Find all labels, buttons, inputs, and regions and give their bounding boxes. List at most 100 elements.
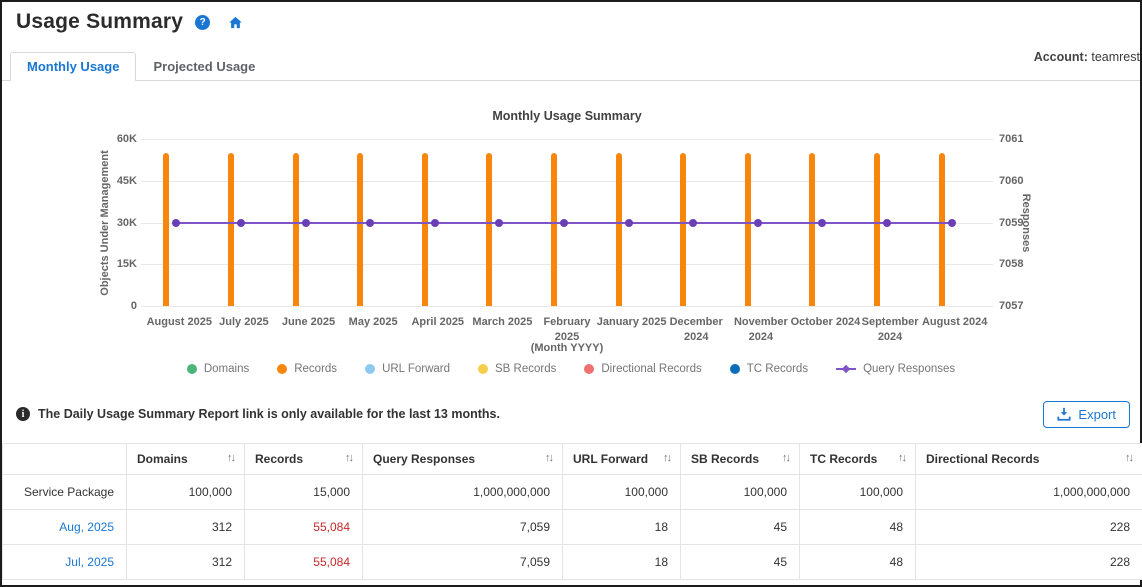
table-cell: 55,084: [244, 544, 363, 580]
bar-records[interactable]: [874, 152, 881, 306]
table-cell: 312: [126, 509, 245, 545]
query-responses-dot[interactable]: [883, 218, 892, 227]
note-row: i The Daily Usage Summary Report link is…: [2, 399, 1140, 429]
legend-item[interactable]: Records: [277, 363, 337, 375]
sort-icon[interactable]: ↑↓: [898, 452, 907, 464]
column-header-label: Query Responses: [373, 452, 476, 466]
bar-records[interactable]: [809, 152, 816, 306]
month-link[interactable]: Aug, 2025: [59, 520, 114, 534]
table-row: Service Package 100,000 15,000 1,000,000,00…: [2, 474, 1142, 510]
export-button[interactable]: Export: [1043, 400, 1130, 428]
bar-records[interactable]: [744, 152, 751, 306]
column-header[interactable]: TC Records ↑↓: [799, 443, 916, 475]
legend-label: URL Forward: [382, 363, 451, 375]
left-axis-title: Objects Under Management: [99, 149, 111, 296]
table-cell: 48: [799, 509, 916, 545]
query-responses-dot[interactable]: [947, 218, 956, 227]
query-responses-dot[interactable]: [236, 218, 245, 227]
usage-table: Domains ↑↓ Records ↑↓ Query Responses ↑↓ URL F…: [2, 443, 1142, 580]
query-responses-dot[interactable]: [301, 218, 310, 227]
table-cell: 15,000: [244, 474, 363, 510]
table-cell: 100,000: [562, 474, 681, 510]
left-axis-tick-label: 0: [130, 300, 137, 312]
x-tick-label: November 2024: [733, 316, 788, 343]
table-cell: 45: [680, 509, 800, 545]
sort-icon[interactable]: ↑↓: [663, 452, 672, 464]
legend-item[interactable]: Directional Records: [584, 363, 702, 375]
query-responses-dot[interactable]: [689, 218, 698, 227]
column-header[interactable]: Domains ↑↓: [126, 443, 245, 475]
grid-line: [141, 264, 993, 266]
sort-icon[interactable]: ↑↓: [782, 452, 791, 464]
table-cell: 55,084: [244, 509, 363, 545]
account-value: teamrest: [1091, 50, 1140, 64]
bar-records[interactable]: [227, 152, 234, 306]
legend-label: SB Records: [495, 363, 557, 375]
row-label: Jul, 2025: [2, 544, 127, 580]
sort-icon[interactable]: ↑↓: [345, 452, 354, 464]
bar-records[interactable]: [421, 152, 428, 306]
month-link[interactable]: Jul, 2025: [65, 555, 114, 569]
query-responses-dot[interactable]: [818, 218, 827, 227]
column-header[interactable]: SB Records ↑↓: [680, 443, 800, 475]
sort-icon[interactable]: ↑↓: [545, 452, 554, 464]
query-responses-dot[interactable]: [495, 218, 504, 227]
tab-projected-usage[interactable]: Projected Usage: [153, 59, 256, 74]
table-cell: 48: [799, 544, 916, 580]
bar-records[interactable]: [486, 152, 493, 306]
bar-records[interactable]: [680, 152, 687, 306]
legend-item[interactable]: SB Records: [478, 363, 556, 375]
sort-icon[interactable]: ↑↓: [1125, 452, 1134, 464]
legend-label: TC Records: [746, 363, 809, 375]
query-responses-dot[interactable]: [753, 218, 762, 227]
x-tick-label: June 2025: [281, 316, 336, 328]
column-header[interactable]: URL Forward ↑↓: [562, 443, 681, 475]
table-cell: 312: [126, 544, 245, 580]
legend-label: Directional Records: [601, 363, 702, 375]
right-axis-title: Responses: [1020, 193, 1032, 252]
bar-records[interactable]: [357, 152, 364, 306]
column-header[interactable]: Directional Records ↑↓: [915, 443, 1142, 475]
table-cell: 228: [915, 544, 1142, 580]
x-tick-label: February 2025: [543, 316, 591, 343]
home-icon[interactable]: [228, 15, 243, 30]
page-header: Usage Summary ?: [2, 2, 1140, 34]
legend-item[interactable]: URL Forward: [365, 363, 450, 375]
table-row: Aug, 2025 312 55,084 7,059 18 45 48 228: [2, 509, 1142, 545]
table-cell: 100,000: [680, 474, 800, 510]
query-responses-dot[interactable]: [172, 218, 181, 227]
legend-item[interactable]: Query Responses: [836, 363, 955, 375]
bar-records[interactable]: [292, 152, 299, 306]
query-responses-dot[interactable]: [624, 218, 633, 227]
column-header[interactable]: Records ↑↓: [244, 443, 363, 475]
column-header-label: SB Records: [691, 452, 760, 466]
x-tick-label: May 2025: [348, 316, 398, 328]
column-header[interactable]: Query Responses ↑↓: [362, 443, 563, 475]
column-header-label: URL Forward: [573, 452, 649, 466]
bar-records[interactable]: [615, 152, 622, 306]
left-axis-tick-label: 45K: [116, 174, 137, 187]
left-axis-tick-label: 60K: [116, 133, 137, 145]
legend-circle-marker-icon: [277, 364, 288, 374]
tab-bar: Monthly Usage Projected Usage: [2, 52, 1140, 81]
query-responses-dot[interactable]: [560, 218, 568, 227]
sort-icon[interactable]: ↑↓: [227, 452, 236, 464]
bar-records[interactable]: [551, 152, 557, 306]
legend-item[interactable]: TC Records: [729, 363, 809, 375]
legend-label: Records: [294, 363, 338, 375]
legend-circle-marker-icon: [365, 364, 376, 374]
x-tick-label: March 2025: [472, 316, 533, 328]
table-row: Jul, 2025 312 55,084 7,059 18 45 48 228: [2, 544, 1142, 580]
help-icon[interactable]: ?: [195, 14, 211, 30]
grid-line: [141, 306, 993, 307]
x-tick-label: August 2024: [921, 316, 988, 328]
tab-monthly-usage[interactable]: Monthly Usage: [10, 52, 137, 81]
table-cell: 228: [915, 509, 1142, 545]
bar-records[interactable]: [938, 152, 945, 306]
query-responses-dot[interactable]: [430, 218, 439, 227]
legend-item[interactable]: Domains: [186, 363, 250, 375]
bar-records[interactable]: [163, 152, 170, 306]
query-responses-dot[interactable]: [366, 218, 375, 227]
right-axis-tick-label: 7061: [999, 133, 1024, 145]
legend-label: Domains: [203, 363, 250, 375]
